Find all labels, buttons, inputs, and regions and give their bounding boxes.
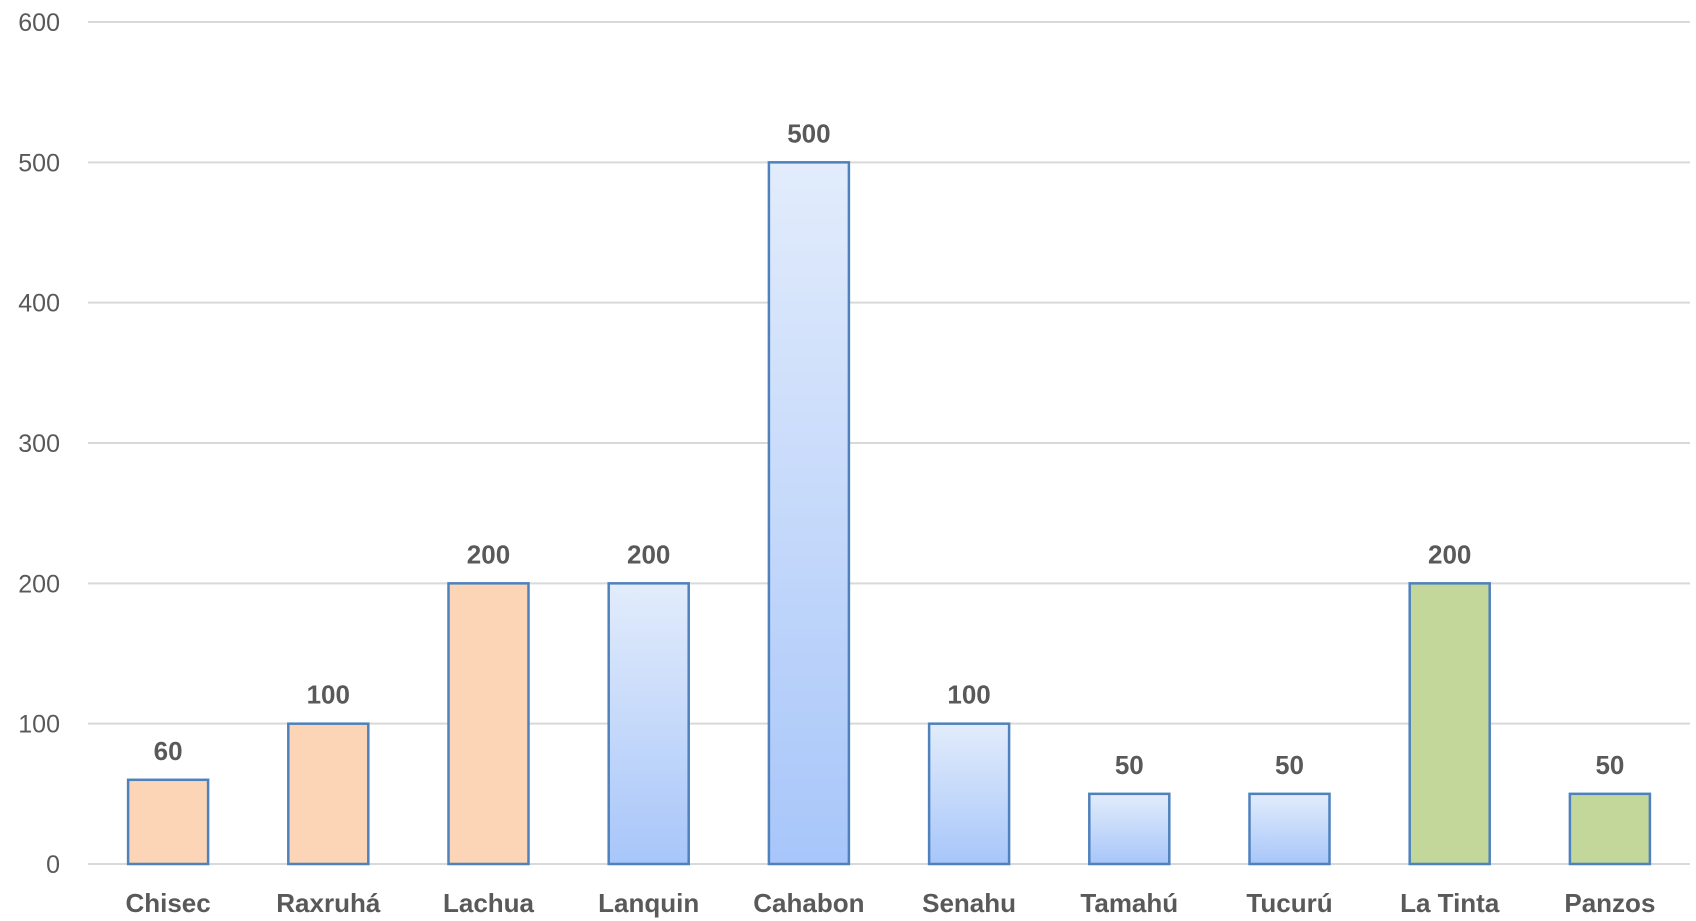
x-tick-label: Panzos [1564,888,1655,918]
bar-panzos [1568,792,1652,866]
data-label: 500 [787,118,830,148]
data-label: 100 [947,680,990,710]
x-tick-label: La Tinta [1400,888,1500,918]
bar-cahabon [767,161,851,866]
x-tick-label: Chisec [125,888,210,918]
bar-senahu [927,722,1011,866]
x-tick-label: Tucurú [1246,888,1332,918]
y-tick-label: 400 [18,290,60,318]
data-labels: 60 100 200 200 500 100 50 50 200 50 [154,118,1625,780]
data-label: 60 [154,736,183,766]
bar-chisec [126,778,210,866]
y-tick-label: 600 [18,9,60,37]
x-tick-label: Cahabon [753,888,864,918]
bars [126,161,1652,866]
bar-tamahú [1088,792,1171,866]
y-axis: 0 100 200 300 400 500 600 [18,9,60,879]
x-tick-label: Lanquin [598,888,699,918]
x-tick-label: Lachua [443,888,535,918]
x-tick-label: Raxruhá [276,888,381,918]
bar-lanquin [607,582,690,866]
y-tick-label: 0 [46,851,60,879]
data-label: 50 [1275,750,1304,780]
y-tick-label: 300 [18,430,60,458]
x-tick-label: Tamahú [1080,888,1178,918]
x-axis: Chisec Raxruhá Lachua Lanquin Cahabon Senahu T… [125,888,1655,918]
data-label: 100 [307,680,350,710]
bar-tucurú [1248,792,1331,866]
data-label: 50 [1115,750,1144,780]
x-tick-label: Senahu [922,888,1016,918]
data-label: 200 [467,539,510,569]
data-label: 50 [1595,750,1624,780]
bar-la-tinta [1408,582,1491,866]
bar-lachua [447,582,530,866]
data-label: 200 [1428,539,1471,569]
y-tick-label: 100 [18,711,60,739]
bar-raxruhá [287,722,370,866]
data-label: 200 [627,539,670,569]
y-tick-label: 500 [18,149,60,177]
y-tick-label: 200 [18,570,60,598]
